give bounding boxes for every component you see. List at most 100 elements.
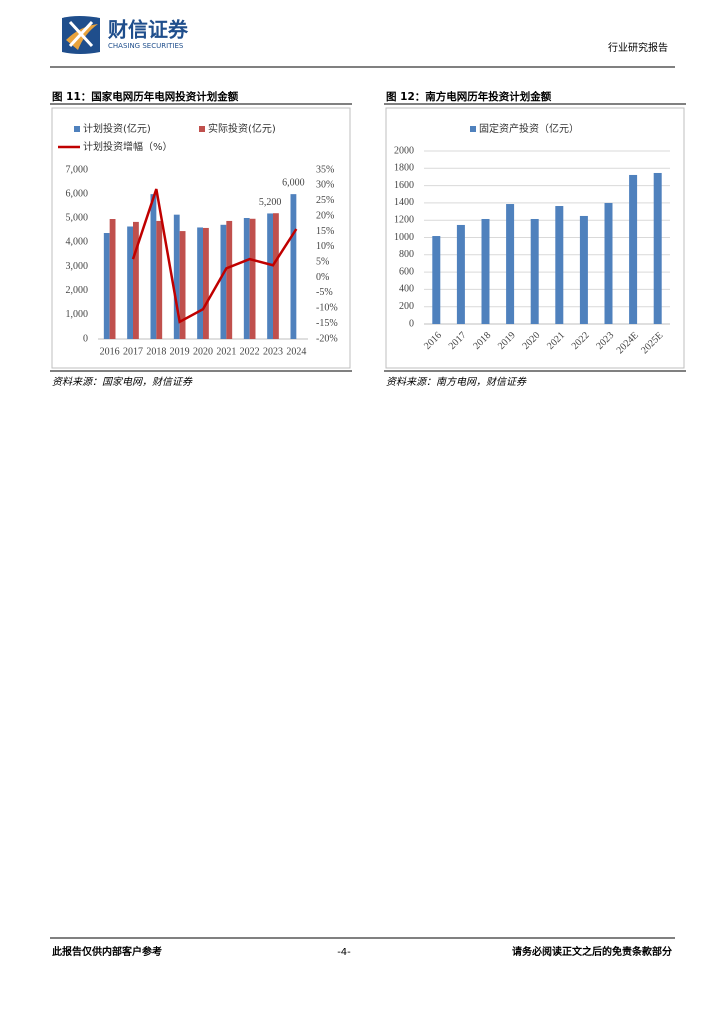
y2-tick-label: 10% [316, 241, 334, 252]
x-tick-label: 2017 [447, 330, 469, 352]
y2-tick-label: 30% [316, 180, 334, 191]
figure-source: 资料来源：南方电网，财信证券 [386, 376, 527, 388]
legend-label: 计划投资(亿元) [83, 122, 151, 135]
bar [173, 214, 180, 339]
bar [226, 220, 233, 339]
bar [133, 221, 139, 339]
bar [197, 227, 203, 339]
bar [103, 233, 110, 339]
x-tick-label: 2023 [263, 346, 283, 357]
x-tick-label: 2022 [570, 330, 592, 352]
bar [555, 206, 564, 324]
y-tick-label: 7,000 [66, 164, 89, 175]
logo-subtext: CHASING SECURITIES [108, 42, 184, 50]
y-tick-label: 0 [409, 318, 414, 329]
y2-tick-label: 20% [316, 210, 334, 221]
y-tick-label: 600 [399, 266, 414, 277]
bar [249, 218, 256, 339]
chart-frame [385, 107, 685, 369]
x-tick-label: 2021 [216, 346, 236, 357]
report-type: 行业研究报告 [608, 41, 668, 54]
y-tick-label: 0 [83, 333, 88, 344]
x-tick-label: 2025E [639, 330, 665, 356]
x-tick-label: 2022 [240, 346, 260, 357]
legend-label: 计划投资增幅（%） [83, 140, 173, 153]
bar [179, 231, 186, 339]
legend-label: 实际投资(亿元) [208, 122, 276, 135]
x-tick-label: 2018 [146, 346, 166, 357]
y2-tick-label: 35% [316, 164, 334, 175]
legend-swatch [74, 126, 80, 132]
bar [579, 215, 588, 324]
y-tick-label: 1800 [394, 163, 414, 174]
value-label: 6,000 [282, 177, 305, 188]
value-label: 5,200 [259, 197, 282, 208]
y2-tick-label: -15% [316, 318, 338, 329]
legend-label: 固定资产投资（亿元） [479, 122, 579, 135]
chart-frame [51, 107, 351, 369]
bar [109, 219, 116, 339]
footer-right: 请务必阅读正文之后的免责条款部分 [512, 945, 672, 958]
y2-tick-label: 25% [316, 195, 334, 206]
figure-source: 资料来源：国家电网，财信证券 [52, 376, 193, 388]
y-tick-label: 1,000 [66, 309, 89, 320]
bar [127, 226, 133, 339]
bar [150, 194, 157, 339]
line-series [131, 188, 298, 324]
footer-left: 此报告仅供内部客户参考 [52, 945, 162, 958]
logo-icon [62, 16, 100, 54]
bar [220, 224, 227, 339]
x-tick-label: 2016 [100, 346, 120, 357]
x-tick-label: 2019 [496, 330, 518, 352]
bar [267, 213, 273, 339]
y-tick-label: 200 [399, 301, 414, 312]
logo-text: 财信证券 [108, 18, 189, 42]
bar [629, 174, 638, 324]
bar [456, 224, 465, 324]
bar [481, 218, 490, 324]
y-tick-label: 6,000 [66, 188, 89, 199]
y2-tick-label: 15% [316, 226, 334, 237]
figure-title: 图 11：国家电网历年电网投资计划金额 [52, 90, 239, 103]
x-tick-label: 2021 [545, 330, 567, 352]
bar [653, 172, 662, 324]
x-tick-label: 2024 [286, 346, 306, 357]
x-tick-label: 2020 [193, 346, 213, 357]
bar [604, 202, 613, 324]
bar [203, 227, 209, 339]
page-number: -4- [337, 947, 351, 958]
y-tick-label: 1200 [394, 214, 414, 225]
bar [432, 236, 441, 324]
y-tick-label: 2,000 [66, 285, 89, 296]
legend-swatch [470, 126, 476, 132]
y-tick-label: 5,000 [66, 213, 89, 224]
legend-swatch [199, 126, 205, 132]
y2-tick-label: 5% [316, 256, 329, 267]
x-tick-label: 2017 [123, 346, 143, 357]
bar [530, 218, 539, 324]
bar [506, 204, 515, 324]
y2-tick-label: 0% [316, 272, 329, 283]
x-tick-label: 2018 [471, 330, 493, 352]
y2-tick-label: -20% [316, 333, 338, 344]
y-tick-label: 4,000 [66, 237, 89, 248]
y2-tick-label: -10% [316, 303, 338, 314]
x-tick-label: 2020 [521, 330, 543, 352]
y-tick-label: 400 [399, 284, 414, 295]
y-tick-label: 2000 [394, 145, 414, 156]
figure-title: 图 12：南方电网历年投资计划金额 [386, 90, 552, 103]
x-tick-label: 2019 [170, 346, 190, 357]
y-tick-label: 1400 [394, 197, 414, 208]
bar [243, 217, 250, 339]
y-tick-label: 1600 [394, 180, 414, 191]
x-tick-label: 2024E [615, 330, 641, 356]
y2-tick-label: -5% [316, 287, 333, 298]
y-tick-label: 1000 [394, 232, 414, 243]
y-tick-label: 800 [399, 249, 414, 260]
logo-star [68, 20, 94, 48]
bar [290, 194, 297, 339]
x-tick-label: 2023 [594, 330, 616, 352]
bar [273, 213, 279, 339]
y-tick-label: 3,000 [66, 261, 89, 272]
